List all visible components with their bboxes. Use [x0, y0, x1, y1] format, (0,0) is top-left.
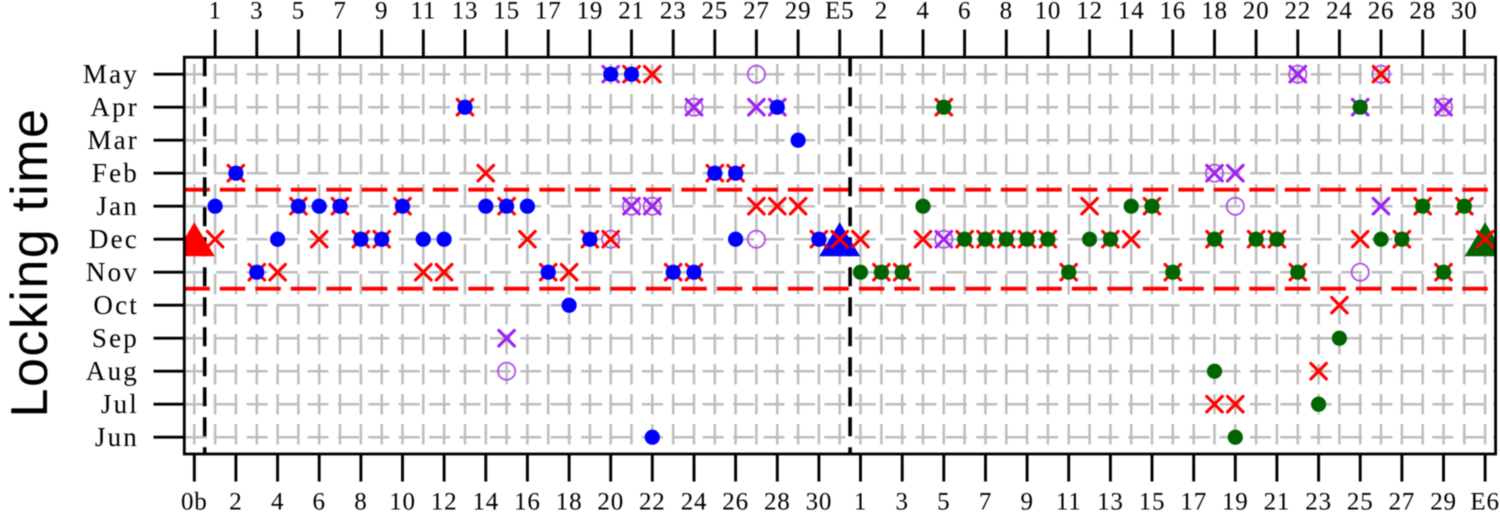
svg-text:20: 20 [597, 489, 624, 512]
svg-text:22: 22 [639, 489, 666, 512]
svg-text:Feb: Feb [92, 158, 139, 188]
svg-text:E5: E5 [825, 0, 854, 25]
svg-text:18: 18 [1201, 0, 1228, 25]
svg-text:26: 26 [722, 489, 749, 512]
svg-text:Mar: Mar [87, 125, 139, 155]
svg-text:15: 15 [1139, 489, 1166, 512]
svg-text:23: 23 [1305, 489, 1332, 512]
svg-text:8: 8 [1000, 0, 1013, 25]
svg-text:19: 19 [1222, 489, 1249, 512]
svg-text:3: 3 [896, 489, 909, 512]
svg-text:0b: 0b [181, 489, 208, 512]
svg-text:27: 27 [1389, 489, 1416, 512]
svg-text:13: 13 [1097, 489, 1124, 512]
svg-text:Locking time: Locking time [1, 108, 59, 418]
svg-text:22: 22 [1284, 0, 1311, 25]
svg-text:6: 6 [958, 0, 971, 25]
svg-text:16: 16 [514, 489, 541, 512]
svg-text:30: 30 [1451, 0, 1478, 25]
svg-text:10: 10 [1035, 0, 1062, 25]
svg-text:2: 2 [875, 0, 888, 25]
svg-text:Apr: Apr [90, 92, 139, 122]
svg-text:28: 28 [764, 489, 791, 512]
svg-text:Sep: Sep [92, 323, 139, 353]
svg-text:12: 12 [431, 489, 458, 512]
svg-text:15: 15 [493, 0, 520, 25]
svg-text:28: 28 [1409, 0, 1436, 25]
svg-text:19: 19 [577, 0, 604, 25]
svg-text:5: 5 [937, 489, 950, 512]
svg-text:2: 2 [229, 489, 242, 512]
svg-text:Jul: Jul [101, 389, 139, 419]
svg-text:16: 16 [1159, 0, 1186, 25]
svg-text:1: 1 [208, 0, 221, 25]
svg-text:21: 21 [618, 0, 645, 25]
svg-text:7: 7 [333, 0, 346, 25]
svg-text:14: 14 [1118, 0, 1145, 25]
svg-text:4: 4 [271, 489, 284, 512]
svg-text:11: 11 [1056, 489, 1082, 512]
svg-text:Nov: Nov [86, 257, 139, 287]
svg-text:1: 1 [854, 489, 867, 512]
svg-text:30: 30 [806, 489, 833, 512]
svg-text:25: 25 [701, 0, 728, 25]
svg-text:27: 27 [743, 0, 770, 25]
svg-text:Jan: Jan [96, 191, 139, 221]
svg-text:May: May [83, 59, 139, 89]
svg-text:25: 25 [1347, 489, 1374, 512]
svg-text:20: 20 [1243, 0, 1270, 25]
svg-text:29: 29 [785, 0, 812, 25]
svg-text:29: 29 [1430, 489, 1457, 512]
svg-text:18: 18 [556, 489, 583, 512]
svg-text:11: 11 [410, 0, 436, 25]
svg-text:13: 13 [452, 0, 479, 25]
svg-text:E6: E6 [1470, 489, 1499, 512]
svg-text:Aug: Aug [86, 356, 139, 386]
svg-text:14: 14 [472, 489, 499, 512]
svg-text:24: 24 [1326, 0, 1353, 25]
svg-text:9: 9 [1020, 489, 1033, 512]
svg-text:21: 21 [1264, 489, 1291, 512]
svg-text:Oct: Oct [93, 290, 139, 320]
svg-text:23: 23 [660, 0, 687, 25]
svg-text:10: 10 [389, 489, 416, 512]
svg-text:6: 6 [313, 489, 326, 512]
svg-text:3: 3 [250, 0, 263, 25]
svg-text:24: 24 [681, 489, 708, 512]
svg-text:5: 5 [292, 0, 305, 25]
svg-text:26: 26 [1368, 0, 1395, 25]
svg-text:9: 9 [375, 0, 388, 25]
svg-text:4: 4 [916, 0, 929, 25]
svg-text:Dec: Dec [89, 224, 139, 254]
svg-text:17: 17 [535, 0, 562, 25]
svg-text:7: 7 [979, 489, 992, 512]
svg-text:Jun: Jun [95, 422, 139, 452]
svg-text:17: 17 [1180, 489, 1207, 512]
svg-text:12: 12 [1076, 0, 1103, 25]
svg-text:8: 8 [354, 489, 367, 512]
